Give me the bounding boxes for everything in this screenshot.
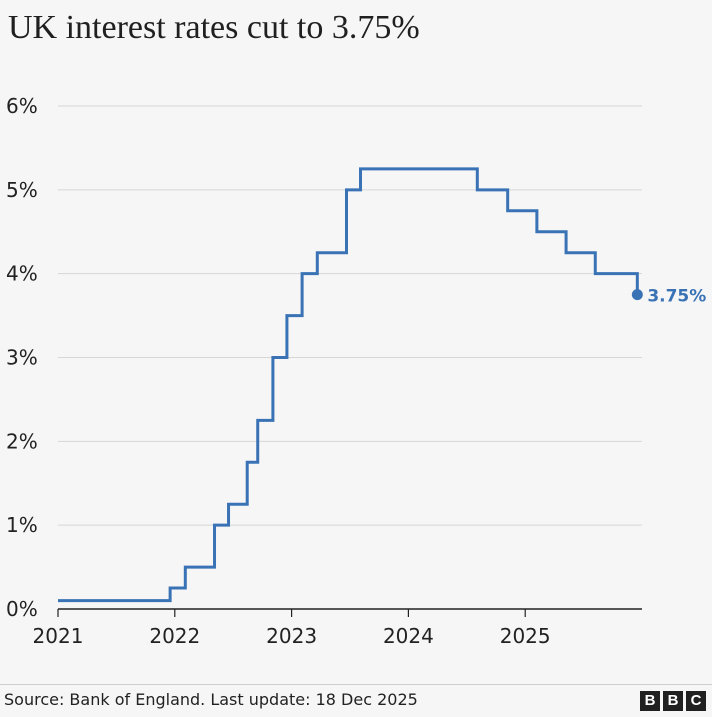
x-tick-label: 2021 [33,624,84,648]
chart: 0% 1% 2% 3% 4% 5% 6% 2021 2022 2023 2024 2025 3.75… [6,94,706,648]
logo-letter: B [640,691,660,711]
bbc-logo: B B C [640,691,706,711]
y-axis-labels: 0% 1% 2% 3% 4% 5% 6% [6,94,38,621]
end-value-label: 3.75% [647,287,706,307]
chart-title: UK interest rates cut to 3.75% [8,9,420,46]
end-point [631,289,643,301]
footer-divider [0,684,712,685]
x-axis: 2021 2022 2023 2024 2025 [33,608,642,648]
x-tick-label: 2025 [500,624,551,648]
logo-letter: B [663,691,683,711]
x-tick-label: 2022 [149,624,200,648]
series: 3.75% [58,167,706,603]
y-tick-label: 5% [6,178,38,202]
x-tick-label: 2024 [383,624,434,648]
grid [58,105,642,526]
y-tick-label: 1% [6,513,38,537]
y-tick-label: 0% [6,597,38,621]
y-tick-label: 2% [6,429,38,453]
source-note: Source: Bank of England. Last update: 18… [4,690,418,709]
y-tick-label: 4% [6,262,38,286]
y-tick-label: 6% [6,94,38,118]
logo-letter: C [686,691,706,711]
x-tick-label: 2023 [266,624,317,648]
y-tick-label: 3% [6,346,38,370]
rate-step-line [58,167,639,603]
